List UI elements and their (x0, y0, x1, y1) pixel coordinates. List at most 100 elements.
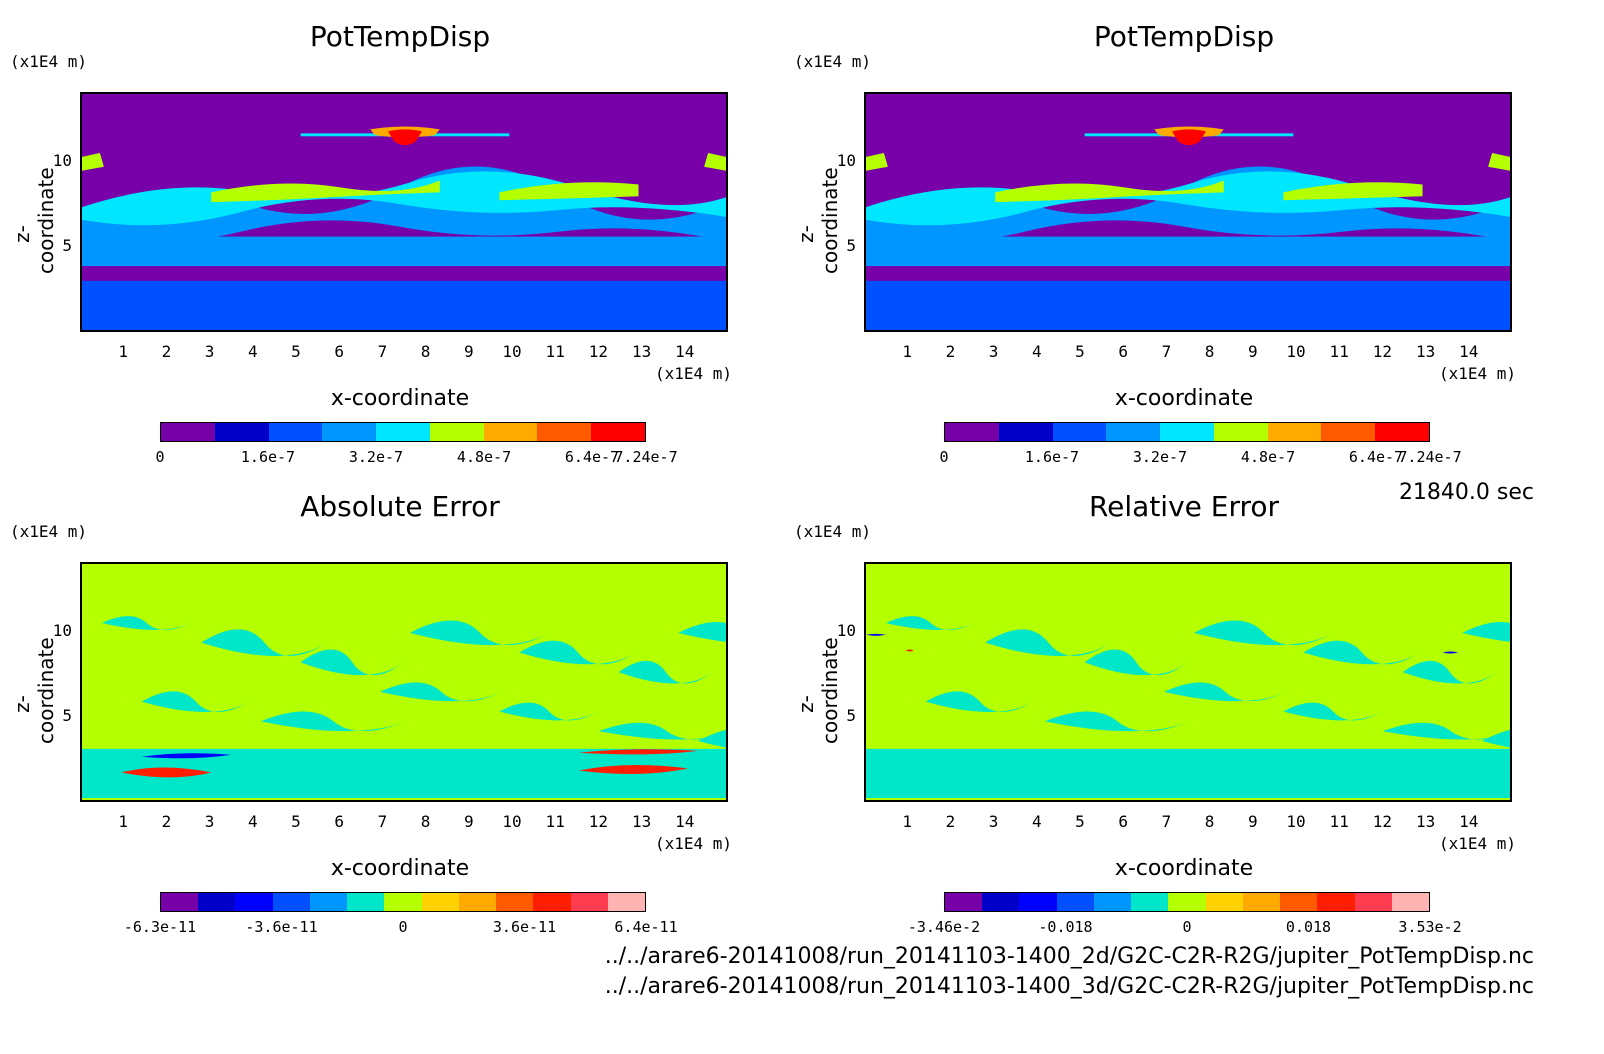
x-tick-label: 6 (334, 812, 345, 831)
x-tick-label: 1 (118, 342, 129, 361)
x-tick-label: 14 (675, 342, 695, 361)
plot-area-absolute-error (80, 562, 728, 802)
field-blob (1303, 640, 1421, 665)
field-blob (1283, 702, 1383, 721)
colorbar-segment (607, 893, 646, 911)
colorbar-segment (570, 893, 608, 911)
x-tick-label: 7 (1161, 342, 1172, 361)
colorbar-segment (1354, 893, 1392, 911)
chart-title: PotTempDisp (1093, 20, 1275, 53)
y-axis-label: z-coordinate (10, 167, 58, 274)
x-unit-label: (x1E4 m) (655, 364, 733, 383)
field-jet-red (388, 129, 422, 146)
field-band-mid (82, 236, 726, 267)
colorbar-segment (376, 423, 430, 441)
colorbar-tick-label: 3.53e-2 (1398, 918, 1462, 936)
field-blob (499, 702, 599, 721)
x-tick-label: 3 (988, 812, 999, 831)
x-tick-label: 8 (1204, 342, 1215, 361)
field-band-lower (866, 748, 1510, 799)
file-path-2d: ../../arare6-20141008/run_20141103-1400_… (604, 944, 1534, 969)
colorbar-tick-label: 3.6e-11 (492, 918, 557, 936)
colorbar-tick-label: 0 (398, 918, 408, 936)
field-band-mid (866, 236, 1510, 267)
x-axis-label: x-coordinate (1114, 856, 1254, 881)
x-tick-label: 3 (204, 812, 215, 831)
x-tick-label: 10 (502, 812, 522, 831)
y-unit-label: (x1E4 m) (10, 522, 88, 541)
x-tick-label: 4 (247, 342, 258, 361)
colorbar-segment (458, 893, 497, 911)
x-tick-label: 9 (463, 812, 474, 831)
colorbar-tick-label: 6.4e-11 (614, 918, 678, 936)
plot-area-pot-temp-3d (864, 92, 1512, 332)
error-streak (121, 767, 212, 778)
x-tick-label: 7 (377, 342, 388, 361)
y-tick-label: 10 (836, 620, 856, 640)
x-tick-label: 11 (1329, 812, 1349, 831)
x-tick-label: 2 (161, 342, 172, 361)
colorbar-segment (945, 423, 999, 441)
colorbar-tick-label: 6.4e-7 (564, 448, 620, 466)
colorbar-tick-label: 7.24e-7 (614, 448, 678, 466)
colorbar-segment (533, 893, 571, 911)
colorbar-segment (496, 893, 534, 911)
field-blob (519, 640, 637, 665)
x-tick-label: 11 (1329, 342, 1349, 361)
colorbar-tick-label: 7.24e-7 (1398, 448, 1462, 466)
chart-panel-potential-temp-3d: PotTempDisp (x1E4 m) z-coordinate 5 10 1 2 3 4 5 6… (784, 0, 1584, 500)
colorbar-segment (1056, 893, 1094, 911)
colorbar-tick-label: 0 (155, 448, 165, 466)
chart-panel-relative-error: Relative Error (x1E4 m) z-coordinate 5 10 1 2 3… (784, 470, 1584, 970)
x-tick-label: 10 (1286, 342, 1306, 361)
colorbar-tick-label: -6.3e-11 (123, 918, 197, 936)
field-blob (1193, 620, 1335, 646)
colorbar (160, 422, 646, 442)
x-tick-label: 4 (1031, 812, 1042, 831)
error-streak (578, 749, 699, 755)
colorbar-segment (268, 423, 323, 441)
colorbar-segment (998, 423, 1053, 441)
plot-area-pot-temp-2d (80, 92, 728, 332)
x-tick-label: 13 (1415, 342, 1436, 361)
x-tick-label: 12 (588, 812, 609, 831)
y-tick-label: 10 (52, 150, 72, 170)
error-streak (578, 765, 689, 774)
x-tick-label: 1 (902, 342, 913, 361)
field-jet-red (1172, 129, 1206, 146)
x-tick-label: 6 (334, 342, 345, 361)
field-edge-left (866, 153, 888, 171)
x-tick-label: 13 (631, 812, 652, 831)
colorbar-segment (1375, 423, 1430, 441)
colorbar-segment (161, 423, 215, 441)
x-tick-label: 13 (631, 342, 652, 361)
field-blob (698, 729, 726, 748)
field-wave-yellow-left (995, 180, 1224, 203)
x-tick-label: 8 (420, 812, 431, 831)
colorbar-tick-label: 3.2e-7 (1132, 448, 1188, 466)
colorbar-segment (1019, 893, 1057, 911)
x-tick-label: 13 (1415, 812, 1436, 831)
x-tick-label: 14 (1459, 342, 1479, 361)
chart-title: Relative Error (1088, 490, 1280, 523)
field-blob (201, 629, 328, 656)
y-tick-label: 5 (846, 706, 856, 726)
x-tick-label: 14 (1459, 812, 1479, 831)
colorbar-segment (214, 423, 269, 441)
field-edge-left (82, 153, 104, 171)
y-axis-label: z-coordinate (794, 167, 842, 274)
y-tick-label: 10 (52, 620, 72, 640)
x-tick-label: 10 (1286, 812, 1306, 831)
x-tick-label: 8 (1204, 812, 1215, 831)
colorbar-segment (982, 893, 1020, 911)
colorbar-segment (1106, 423, 1161, 441)
field-wave-yellow-left (211, 180, 440, 203)
colorbar-tick-label: 4.8e-7 (1240, 448, 1296, 466)
x-tick-label: 5 (291, 342, 301, 361)
colorbar-segment (1280, 893, 1318, 911)
colorbar-segment (347, 893, 385, 911)
x-tick-label: 10 (502, 342, 522, 361)
field-blob (598, 722, 726, 740)
colorbar-tick-label: 3.2e-7 (348, 448, 404, 466)
colorbar-segment (1267, 423, 1322, 441)
